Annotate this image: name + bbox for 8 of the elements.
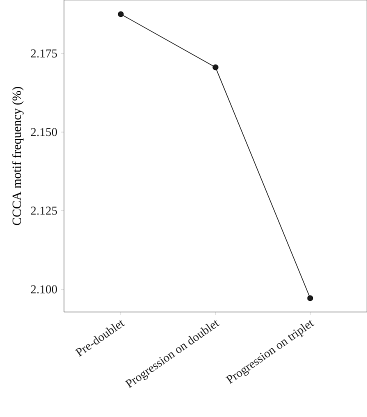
point [212, 64, 218, 70]
y-tick-label: 2.125 [31, 206, 57, 215]
point [307, 295, 314, 302]
y-tick-label: 2.100 [31, 285, 57, 294]
y-axis-title: CCCA motif frequency (%) [12, 86, 24, 226]
y-tick-label: 2.175 [31, 49, 57, 58]
y-tick-label: 2.150 [31, 128, 57, 136]
point [118, 11, 124, 18]
